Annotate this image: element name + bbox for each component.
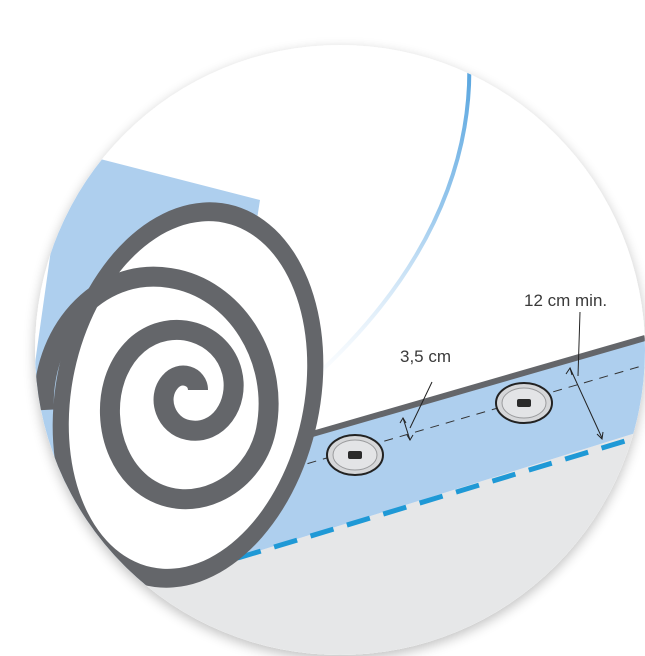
dimension-3-5cm	[399, 381, 433, 441]
roll-spiral	[35, 266, 279, 510]
fastener-plate-icon	[517, 399, 531, 407]
fastener-left	[326, 434, 384, 476]
membrane-edge	[249, 335, 645, 455]
dimension-12cm	[565, 311, 604, 441]
accent-arc	[298, 45, 472, 392]
label-overlap: 12 cm min.	[524, 291, 607, 310]
fastener-right	[495, 382, 553, 424]
fastener-line	[199, 364, 645, 496]
fastener-plate-icon	[348, 451, 362, 459]
seam-line	[164, 432, 645, 583]
label-edge-distance: 3,5 cm	[400, 347, 451, 366]
membrane-roll	[35, 202, 324, 588]
